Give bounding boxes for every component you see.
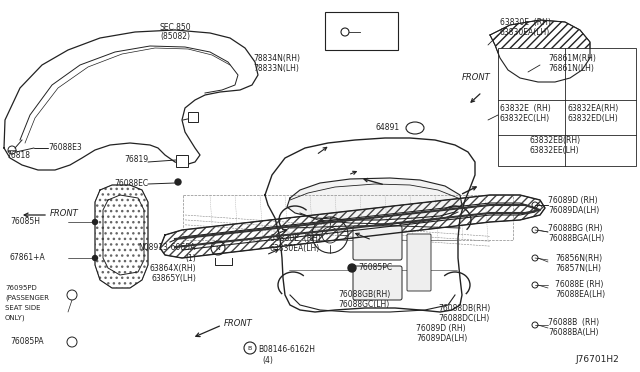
Text: 76088EC: 76088EC [114,179,148,187]
Bar [498,48,636,166]
FancyBboxPatch shape [353,226,402,260]
Circle shape [93,256,97,260]
Text: 76088DC(LH): 76088DC(LH) [438,314,489,323]
Text: 76088GC(LH): 76088GC(LH) [338,301,389,310]
Text: 78834N(RH): 78834N(RH) [253,54,300,62]
Text: 63832EE(LH): 63832EE(LH) [530,145,580,154]
Text: N: N [216,246,220,250]
Polygon shape [287,178,462,220]
Text: FRONT: FRONT [50,208,79,218]
Circle shape [175,179,181,185]
Text: 76089D (RH): 76089D (RH) [416,324,466,333]
Text: 67861+A: 67861+A [10,253,45,263]
FancyBboxPatch shape [176,155,188,167]
Text: 64891: 64891 [376,124,400,132]
Text: 76085H: 76085H [10,218,40,227]
Circle shape [93,219,97,224]
Text: 76861M(RH): 76861M(RH) [548,54,596,62]
Text: 76857N(LH): 76857N(LH) [555,263,601,273]
Text: 63832EA(RH): 63832EA(RH) [567,103,618,112]
Text: 76088EA(LH): 76088EA(LH) [555,291,605,299]
Text: (4): (4) [262,356,273,365]
Text: B: B [248,346,252,350]
Text: 76089DA(LH): 76089DA(LH) [416,334,467,343]
Text: 76819: 76819 [124,155,148,164]
Text: (85082): (85082) [160,32,190,41]
Text: 76095PD: 76095PD [5,285,36,291]
FancyBboxPatch shape [188,112,198,122]
Text: 76088BA(LH): 76088BA(LH) [548,327,598,337]
Bar [325,12,398,50]
Text: 63830E  (RH): 63830E (RH) [500,17,551,26]
Text: 76088E (RH): 76088E (RH) [555,280,604,289]
Text: (1): (1) [185,253,196,263]
Text: 63832ED(LH): 63832ED(LH) [567,113,618,122]
Text: 76085PC: 76085PC [358,263,392,272]
Text: 76081E: 76081E [363,28,392,36]
Text: 63832EC(LH): 63832EC(LH) [500,113,550,122]
Text: FRONT: FRONT [462,74,491,83]
Text: 63832E  (RH): 63832E (RH) [500,103,551,112]
Text: 76818: 76818 [6,151,30,160]
Text: 76089D (RH): 76089D (RH) [548,196,598,205]
Ellipse shape [406,122,424,134]
Text: ONLY): ONLY) [5,315,26,321]
FancyBboxPatch shape [407,234,431,291]
Text: SEC.850: SEC.850 [159,23,191,32]
Text: 76B760: 76B760 [328,13,358,22]
Text: 63830E  (RH): 63830E (RH) [270,234,321,243]
Text: 63830EA(LH): 63830EA(LH) [270,244,320,253]
Text: 76088BGA(LH): 76088BGA(LH) [548,234,604,243]
Text: 76089DA(LH): 76089DA(LH) [548,205,599,215]
Text: 63864X(RH): 63864X(RH) [149,263,196,273]
FancyBboxPatch shape [353,266,402,300]
Bar [183,195,513,240]
Text: 63830EA(LH): 63830EA(LH) [500,28,550,36]
Text: 78833N(LH): 78833N(LH) [253,64,299,73]
Text: 76856N(RH): 76856N(RH) [555,253,602,263]
Circle shape [348,264,356,272]
Text: FRONT: FRONT [224,318,253,327]
Text: 76088DB(RH): 76088DB(RH) [438,304,490,312]
Text: 76088GB(RH): 76088GB(RH) [338,291,390,299]
Text: B08146-6162H: B08146-6162H [258,346,315,355]
Text: J76701H2: J76701H2 [575,356,619,365]
Text: 76088BG (RH): 76088BG (RH) [548,224,602,232]
Text: 76861N(LH): 76861N(LH) [548,64,594,73]
Text: 63865Y(LH): 63865Y(LH) [151,273,196,282]
Text: N08913-6065A: N08913-6065A [139,244,196,253]
Text: (PASSENGER: (PASSENGER [5,295,49,301]
Text: SEAT SIDE: SEAT SIDE [5,305,40,311]
Text: 76088E3: 76088E3 [48,144,82,153]
Text: 76085PA: 76085PA [10,337,44,346]
Text: 76088B  (RH): 76088B (RH) [548,317,599,327]
Text: 63832EB(RH): 63832EB(RH) [530,135,581,144]
